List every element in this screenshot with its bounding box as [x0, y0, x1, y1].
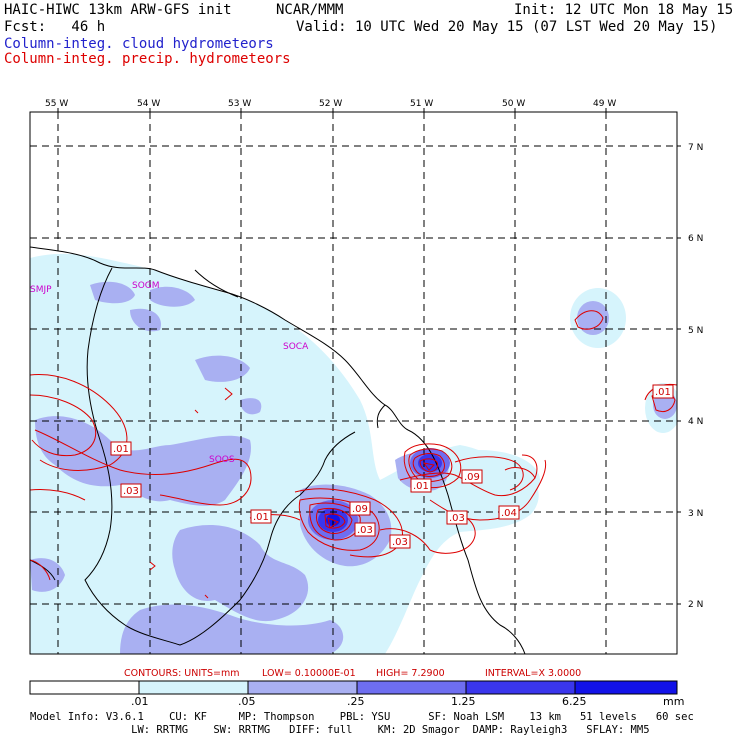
station-label: SMJP: [30, 285, 52, 295]
contours-info: CONTOURS: UNITS=mm LOW= 0.10000E-01 HIGH…: [124, 668, 581, 679]
axis-ticks: [57, 108, 681, 605]
contour-label: .01: [410, 478, 432, 493]
valid-time: Valid: 10 UTC Wed 20 May 15 (07 LST Wed …: [296, 19, 718, 35]
svg-text:.03: .03: [449, 513, 465, 524]
lat-label: 6 N: [688, 234, 703, 244]
contour-label: .01: [110, 441, 132, 456]
colorbar-swatch: [574, 680, 678, 695]
station-label: SOOS: [209, 455, 235, 465]
colorbar-swatch: [247, 680, 358, 695]
svg-text:.01: .01: [413, 481, 429, 492]
coastline: [30, 246, 526, 654]
svg-text:HIGH= 7.2900: HIGH= 7.2900: [376, 668, 445, 679]
svg-text:.03: .03: [123, 486, 139, 497]
colorbar-units: mm: [663, 695, 684, 708]
lon-label: 50 W: [502, 99, 525, 109]
lon-label: 51 W: [410, 99, 433, 109]
colorbar-swatch: [138, 680, 249, 695]
colorbar-label: .05: [238, 695, 256, 708]
stations: SMJP SOGM SOCA SOOS: [30, 281, 309, 465]
svg-text:LOW= 0.10000E-01: LOW= 0.10000E-01: [262, 668, 356, 679]
org-label: NCAR/MMM: [276, 2, 344, 18]
contour-label: .01: [652, 384, 674, 399]
colorbar-swatch: [465, 680, 576, 695]
forecast-hour: Fcst: 46 h: [4, 19, 106, 35]
colorbar-label: .01: [131, 695, 149, 708]
colorbar-label: .25: [347, 695, 365, 708]
contour-labels: .01 .03 .01 .09 .03 .03: [110, 384, 674, 549]
lat-label: 3 N: [688, 509, 703, 519]
svg-text:.01: .01: [113, 444, 129, 455]
model-info-line1: Model Info: V3.6.1 CU: KF MP: Thompson P…: [30, 711, 694, 723]
contour-label: .04: [498, 505, 520, 520]
lon-label: 55 W: [45, 99, 68, 109]
init-time: Init: 12 UTC Mon 18 May 15: [514, 2, 734, 18]
svg-text:.01: .01: [253, 512, 269, 523]
contour-label: .09: [461, 469, 483, 484]
svg-text:.04: .04: [501, 508, 517, 519]
lat-label: 2 N: [688, 600, 703, 610]
station-label: SOCA: [283, 342, 309, 352]
field-cloud-label: Column-integ. cloud hydrometeors: [4, 36, 274, 52]
lon-label: 52 W: [319, 99, 342, 109]
colorbar-swatch: [29, 680, 140, 695]
lat-lon-grid: [30, 112, 677, 654]
contour-label: .09: [349, 501, 371, 516]
contour-label: .03: [120, 483, 142, 498]
svg-text:.09: .09: [352, 504, 368, 515]
lat-labels: 7 N 6 N 5 N 4 N 3 N 2 N: [688, 143, 703, 610]
svg-text:CONTOURS: UNITS=mm: CONTOURS: UNITS=mm: [124, 668, 239, 679]
contour-label: .03: [389, 534, 411, 549]
station-label: SOGM: [132, 281, 160, 291]
colorbar-swatch: [356, 680, 467, 695]
svg-text:.03: .03: [357, 525, 373, 536]
contour-label: .03: [354, 522, 376, 537]
model-title: HAIC-HIWC 13km ARW-GFS init: [4, 2, 232, 18]
precip-contours: [30, 310, 677, 599]
svg-text:.03: .03: [392, 537, 408, 548]
svg-text:.09: .09: [464, 472, 480, 483]
field-precip-label: Column-integ. precip. hydrometeors: [4, 51, 291, 67]
colorbar: .01 .05 .25 1.25 6.25 mm: [29, 680, 684, 708]
colorbar-label: 6.25: [562, 695, 587, 708]
lon-label: 53 W: [228, 99, 251, 109]
svg-text:.01: .01: [655, 387, 671, 398]
svg-text:INTERVAL=X 3.0000: INTERVAL=X 3.0000: [485, 668, 581, 679]
lon-labels: 55 W 54 W 53 W 52 W 51 W 50 W 49 W: [45, 99, 616, 109]
contour-label: .01: [250, 509, 272, 524]
lon-label: 54 W: [137, 99, 160, 109]
map-frame: [29, 111, 678, 655]
lat-label: 4 N: [688, 417, 703, 427]
model-info-line2: LW: RRTMG SW: RRTMG DIFF: full KM: 2D Sm…: [30, 724, 650, 736]
lon-label: 49 W: [593, 99, 616, 109]
lat-label: 5 N: [688, 326, 703, 336]
lat-label: 7 N: [688, 143, 703, 153]
contour-label: .03: [446, 510, 468, 525]
colorbar-label: 1.25: [451, 695, 476, 708]
